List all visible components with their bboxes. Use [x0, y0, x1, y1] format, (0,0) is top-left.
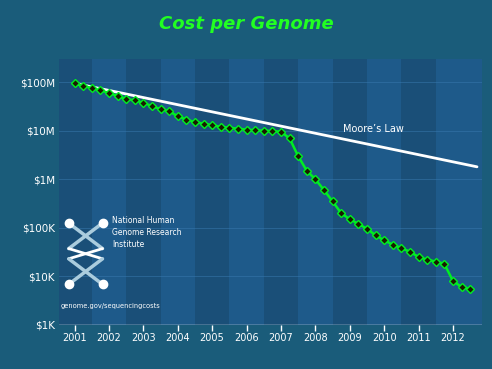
- Bar: [367, 59, 401, 325]
- Text: genome.gov/sequencingcosts: genome.gov/sequencingcosts: [61, 303, 160, 309]
- Bar: [92, 59, 126, 325]
- Bar: [126, 59, 160, 325]
- Text: National Human
Genome Research
Institute: National Human Genome Research Institute: [112, 216, 182, 249]
- Bar: [229, 59, 264, 325]
- Bar: [401, 59, 436, 325]
- Text: Moore’s Law: Moore’s Law: [343, 124, 404, 134]
- Bar: [58, 59, 92, 325]
- Bar: [264, 59, 298, 325]
- Bar: [333, 59, 367, 325]
- Bar: [160, 59, 195, 325]
- Bar: [298, 59, 333, 325]
- Bar: [195, 59, 229, 325]
- Bar: [436, 59, 470, 325]
- Text: Cost per Genome: Cost per Genome: [158, 15, 334, 33]
